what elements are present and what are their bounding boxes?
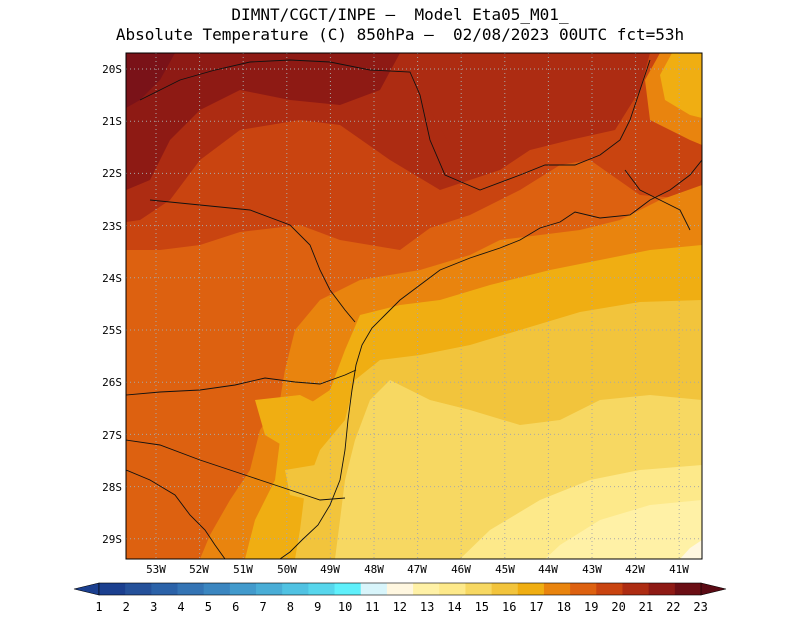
title-line-1: DIMNT/CGCT/INPE – Model Eta05_M01_: [231, 5, 569, 24]
colorbar-swatch: [282, 583, 309, 595]
colorbar-label: 4: [177, 600, 184, 614]
colorbar-swatch: [622, 583, 650, 595]
lon-label: 48W: [364, 563, 384, 576]
colorbar-swatch: [151, 583, 178, 595]
colorbar-swatch: [648, 583, 676, 595]
colorbar-label: 12: [393, 600, 407, 614]
lat-label: 23S: [102, 220, 122, 233]
colorbar-label: 18: [557, 600, 571, 614]
colorbar-swatch: [203, 583, 231, 595]
lon-label: 43W: [582, 563, 602, 576]
lat-label: 26S: [102, 376, 122, 389]
colorbar-end-left: [73, 582, 100, 596]
plot-frame: [125, 52, 703, 560]
title-line-2: Absolute Temperature (C) 850hPa – 02/08/…: [115, 25, 685, 44]
colorbar-label: 1: [95, 600, 102, 614]
colorbar-swatch: [256, 583, 283, 595]
coastline: [279, 159, 702, 559]
colorbar-label: 8: [287, 600, 294, 614]
colorbar-label: 7: [259, 600, 266, 614]
colorbar-swatch: [334, 583, 362, 595]
lat-label: 29S: [102, 533, 122, 546]
longitude-labels: 53W 52W 51W 50W 49W 48W 47W 46W 45W 44W …: [146, 563, 689, 576]
lon-label: 46W: [451, 563, 471, 576]
temp-band-12: [680, 540, 702, 559]
lat-label: 20S: [102, 63, 122, 76]
colorbar-labels: 1 2 3 4 5 6 7 8 9 10 11 12 13 14 15 16 1…: [95, 600, 707, 614]
mild-spot-inland: [285, 465, 330, 500]
colorbar-label: 22: [666, 600, 680, 614]
lon-label: 41W: [669, 563, 689, 576]
temp-band-13: [545, 500, 702, 559]
colorbar-label: 2: [123, 600, 130, 614]
lat-label: 25S: [102, 324, 122, 337]
colorbar-swatch: [674, 583, 702, 595]
lon-label: 50W: [277, 563, 297, 576]
lon-label: 44W: [538, 563, 558, 576]
temp-band-22: [126, 53, 400, 190]
lon-label: 45W: [495, 563, 515, 576]
lat-label: 24S: [102, 272, 122, 285]
colorbar-swatch: [413, 583, 440, 595]
colorbar-label: 3: [150, 600, 157, 614]
colorbar-label: 14: [447, 600, 461, 614]
state-border-sp-pr: [149, 199, 356, 323]
state-border-rj-es: [624, 169, 691, 231]
colorbar-label: 10: [338, 600, 352, 614]
colorbar-swatch: [543, 583, 571, 595]
colorbar-swatch: [491, 583, 519, 595]
colorbar-swatch: [517, 583, 545, 595]
lat-label: 22S: [102, 167, 122, 180]
colorbar-swatch: [360, 583, 388, 595]
colorbar-end-right: [700, 582, 727, 596]
temperature-field: [126, 53, 702, 559]
lon-label: 51W: [233, 563, 253, 576]
colorbar-label: 16: [502, 600, 516, 614]
colorbar-label: 21: [639, 600, 653, 614]
lon-label: 53W: [146, 563, 166, 576]
temp-band-21-north: [430, 60, 520, 145]
colorbar: 1 2 3 4 5 6 7 8 9 10 11 12 13 14 15 16 1…: [73, 582, 727, 614]
temp-band-21: [126, 53, 650, 222]
colorbar-swatch: [439, 583, 466, 595]
colorbar-swatch: [308, 583, 335, 595]
lat-label: 28S: [102, 481, 122, 494]
lon-label: 47W: [407, 563, 427, 576]
lat-label: 27S: [102, 429, 122, 442]
colorbar-label: 9: [314, 600, 321, 614]
coastline-and-borders: [126, 59, 702, 559]
lon-label: 49W: [320, 563, 340, 576]
colorbar-label: 23: [693, 600, 707, 614]
colorbar-label: 17: [529, 600, 543, 614]
colorbar-swatch: [570, 583, 597, 595]
colorbar-label: 15: [475, 600, 489, 614]
latitude-labels: 20S 21S 22S 23S 24S 25S 26S 27S 28S 29S: [102, 63, 122, 546]
colorbar-label: 5: [205, 600, 212, 614]
warm-spot-inland: [255, 395, 330, 450]
colorbar-label: 6: [232, 600, 239, 614]
colorbar-swatch: [99, 583, 126, 595]
temp-band-23: [126, 53, 175, 108]
graticule: [126, 53, 702, 559]
colorbar-swatch: [465, 583, 492, 595]
colorbar-swatch: [125, 583, 152, 595]
lon-label: 52W: [189, 563, 209, 576]
lat-label: 21S: [102, 115, 122, 128]
colorbar-label: 19: [584, 600, 598, 614]
state-border-sc-rs: [126, 439, 346, 501]
colorbar-swatch: [596, 583, 623, 595]
lon-label: 42W: [625, 563, 645, 576]
colorbar-swatch: [177, 583, 205, 595]
colorbar-frame: [98, 582, 702, 596]
colorbar-label: 20: [611, 600, 625, 614]
state-border-pr-sc: [126, 369, 357, 396]
state-border-mg-sp: [139, 59, 651, 191]
colorbar-swatch: [386, 583, 414, 595]
colorbar-label: 11: [365, 600, 379, 614]
country-border-west: [126, 469, 226, 559]
colorbar-label: 13: [420, 600, 434, 614]
colorbar-swatch: [229, 583, 257, 595]
